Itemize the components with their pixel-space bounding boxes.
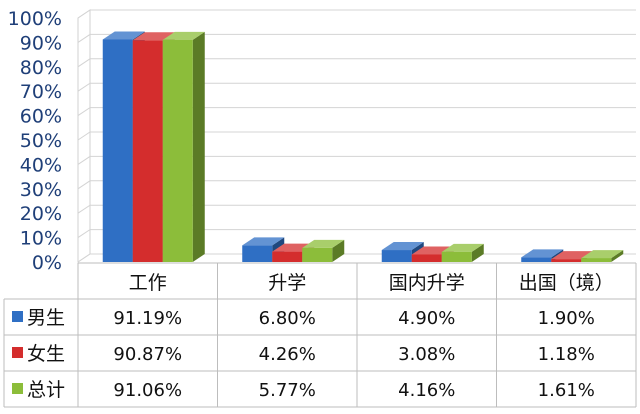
- bar-总计-出国（境）: [581, 250, 624, 262]
- y-tick-label: 40%: [20, 154, 62, 176]
- y-axis: 0%10% 20%30% 40%50%60% 70%80% 90%100%: [8, 8, 62, 274]
- bar-front: [441, 251, 472, 262]
- bar-side: [192, 31, 205, 263]
- data-label: 1.90%: [538, 308, 595, 329]
- data-table: 工作 升学 国内升学 出国（境） 男生 91.19% 6.80% 4.90% 1.90% 女生 90…: [3, 262, 637, 408]
- data-label: 5.77%: [259, 380, 316, 401]
- bar-top: [102, 31, 145, 40]
- bars: [102, 31, 624, 263]
- y-tick-label: 80%: [20, 57, 62, 79]
- gridline: [77, 107, 636, 117]
- legend-label: 女生: [27, 343, 65, 365]
- y-tick-label: 60%: [20, 106, 62, 128]
- y-tick-label: 70%: [20, 81, 62, 103]
- bar-front: [411, 254, 442, 262]
- category-label: 工作: [129, 272, 167, 294]
- y-tick-label: 20%: [20, 203, 62, 225]
- gridline: [77, 229, 636, 239]
- gridline: [77, 131, 636, 141]
- bar-front: [132, 40, 163, 263]
- y-tick-label: 50%: [20, 130, 62, 152]
- bar-top: [162, 31, 205, 40]
- data-label: 1.61%: [538, 380, 595, 401]
- gridline: [77, 180, 636, 190]
- category-label: 升学: [268, 272, 306, 294]
- data-label: 91.06%: [113, 380, 182, 401]
- legend-swatch-男生: [12, 311, 23, 322]
- bar-front: [102, 39, 133, 262]
- bar-top: [242, 237, 285, 246]
- bar-front: [581, 258, 612, 262]
- gridline: [77, 155, 636, 165]
- bar-front: [272, 251, 303, 262]
- legend-label: 总计: [27, 379, 65, 401]
- bar-side: [332, 239, 345, 262]
- bar-top: [441, 243, 484, 252]
- y-tick-label: 30%: [20, 179, 62, 201]
- bar-总计-升学: [302, 239, 345, 262]
- bar-front: [242, 245, 273, 262]
- gridline: [77, 33, 636, 43]
- data-label: 3.08%: [398, 344, 455, 365]
- gridline: [77, 58, 636, 68]
- bar-top: [581, 250, 624, 259]
- bar-side: [611, 250, 624, 262]
- bar-side: [471, 243, 484, 262]
- bar-front: [162, 39, 193, 262]
- gridline: [77, 82, 636, 92]
- data-label: 91.19%: [113, 308, 182, 329]
- data-label: 4.16%: [398, 380, 455, 401]
- data-label: 90.87%: [113, 344, 182, 365]
- y-tick-label: 100%: [8, 8, 62, 30]
- data-label: 1.18%: [538, 344, 595, 365]
- bar-总计-工作: [162, 31, 205, 263]
- gridlines: [77, 9, 636, 263]
- y-tick-label: 90%: [20, 32, 62, 54]
- legend-swatch-女生: [12, 347, 23, 358]
- bar-top: [132, 32, 175, 41]
- y-tick-label: 10%: [20, 228, 62, 250]
- bar-总计-国内升学: [441, 243, 484, 262]
- bar-top: [381, 242, 424, 251]
- y-tick-label: 0%: [32, 252, 62, 274]
- data-label: 6.80%: [259, 308, 316, 329]
- gridline: [77, 9, 636, 19]
- bar-front: [521, 257, 552, 262]
- category-label: 出国（境）: [519, 272, 614, 294]
- legend-label: 男生: [27, 307, 65, 329]
- bar-front: [302, 247, 333, 262]
- bar-top: [302, 239, 345, 248]
- bar-top: [521, 249, 564, 258]
- bar-front: [381, 250, 412, 262]
- data-label: 4.90%: [398, 308, 455, 329]
- data-label: 4.26%: [259, 344, 316, 365]
- category-label: 国内升学: [389, 272, 465, 294]
- bar-front: [551, 259, 582, 262]
- legend-swatch-总计: [12, 383, 23, 394]
- gridline: [77, 204, 636, 214]
